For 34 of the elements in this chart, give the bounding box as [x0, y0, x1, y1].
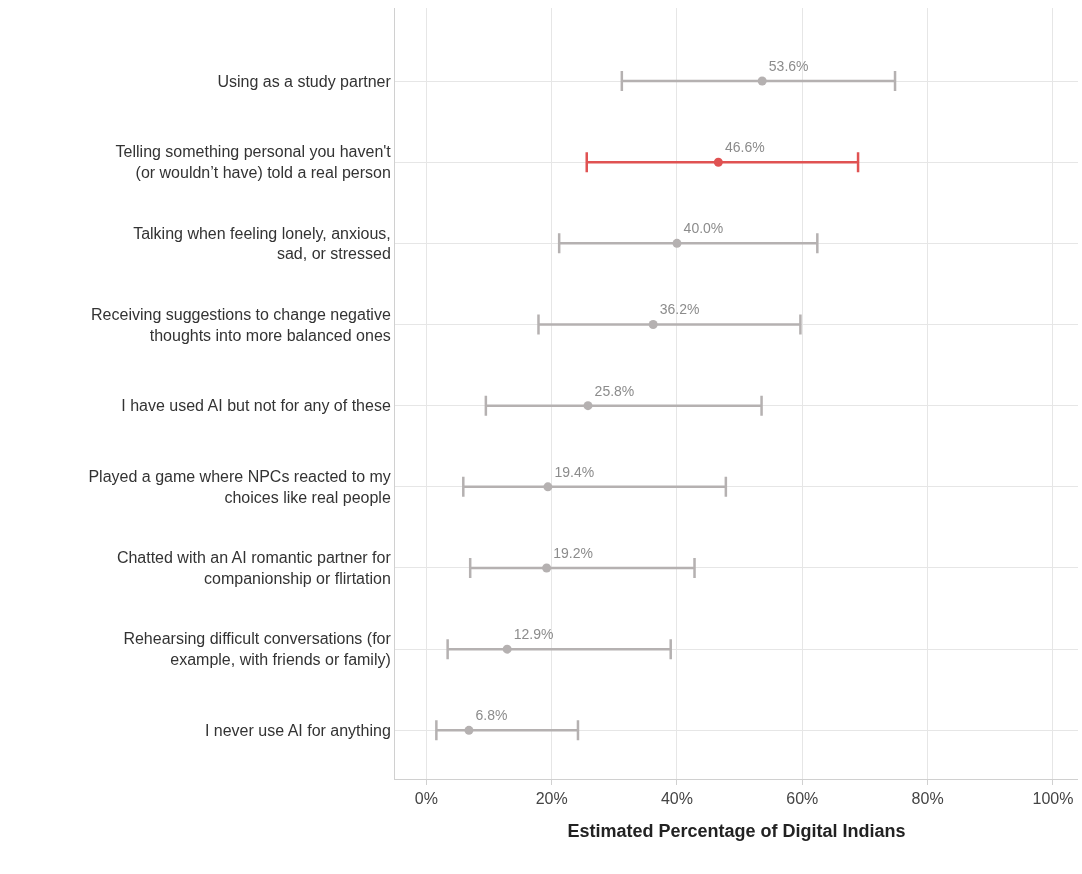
data-label: 36.2%	[659, 301, 700, 318]
x-tick-label: 20%	[535, 790, 568, 808]
x-tick-label: 80%	[911, 790, 944, 808]
y-tick-label: Chatted with an AI romantic partner for companionship or flirtation	[116, 549, 392, 587]
x-tick-label: 0%	[414, 790, 438, 808]
y-tick-label: I have used AI but not for any of these	[121, 397, 391, 415]
point	[543, 482, 553, 492]
point	[502, 644, 512, 654]
point	[583, 401, 593, 411]
point	[464, 725, 474, 735]
y-tick-label: Receiving suggestions to change negative thoughts into more balanced ones	[91, 305, 391, 344]
y-tick-label: Rehearsing difficult conversations (for example, with friends or family)	[123, 630, 392, 669]
point	[757, 76, 767, 86]
x-tick-label: 40%	[660, 790, 693, 808]
point	[713, 157, 723, 167]
point	[672, 238, 682, 248]
y-tick-label: I never use AI for anything	[204, 721, 391, 739]
y-tick-label: Using as a study partner	[217, 72, 392, 90]
data-label: 12.9%	[513, 626, 554, 643]
data-label: 19.4%	[554, 463, 595, 480]
y-tick-label: Talking when feeling lonely, anxious, sad, or stressed	[133, 224, 391, 263]
data-label: 19.2%	[553, 544, 593, 561]
x-tick-label: 100%	[1032, 790, 1074, 808]
x-axis-title: Estimated Percentage of Digital Indians	[567, 821, 906, 842]
data-label: 53.6%	[768, 57, 809, 74]
x-tick-label: 60%	[786, 790, 819, 808]
point	[648, 320, 658, 330]
point	[542, 563, 552, 573]
data-label: 25.8%	[594, 382, 635, 399]
data-label: 6.8%	[475, 707, 508, 724]
data-label: 46.6%	[724, 139, 765, 156]
data-label: 40.0%	[683, 220, 724, 237]
y-tick-label: Telling something personal you haven't (or wouldn’t have) told a real person	[115, 143, 392, 182]
y-tick-label: Played a game where NPCs reacted to my choices like real people	[88, 468, 391, 506]
